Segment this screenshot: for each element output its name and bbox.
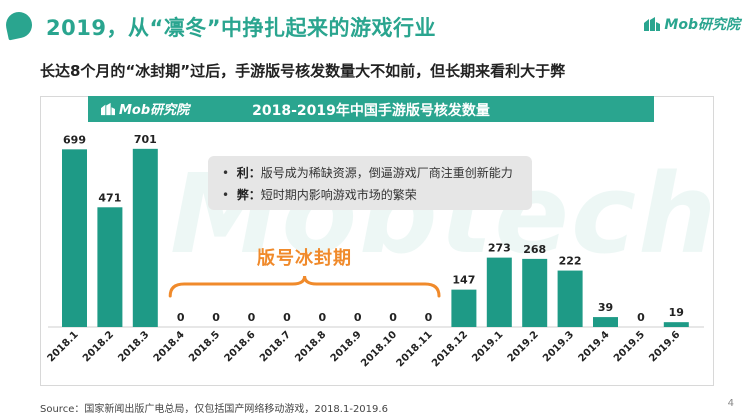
pro-term: 利： [236,166,261,180]
x-tick-label: 2018.6 [223,329,258,364]
pro-text: 版号成为稀缺资源，倒逼游戏厂商注重创新能力 [260,166,513,180]
bar [522,258,548,327]
con-term: 弊： [236,188,261,202]
x-tick-label: 2019.1 [470,329,505,364]
x-tick-label: 2019.6 [647,329,682,364]
bar [62,149,87,327]
freeze-period-brace [168,275,441,298]
data-label: 273 [488,242,511,255]
x-tick-label: 2019.3 [541,329,576,364]
bar [486,257,512,327]
chart-brand-name: Mob研究院 [119,103,190,118]
x-tick-label: 2018.1 [46,329,81,364]
x-tick-label: 2019.4 [577,329,612,364]
pro-note: • 利：版号成为稀缺资源，倒逼游戏厂商注重创新能力 [222,164,513,181]
bar [451,289,477,327]
data-label: 147 [452,274,475,287]
chart-title-bar: 2018-2019年中国手游版号核发数量 [88,96,654,122]
bar [593,317,618,327]
bar [663,322,689,327]
data-label: 0 [212,311,220,324]
freeze-period-label: 版号冰封期 [257,248,352,269]
x-tick-label: 2019.5 [612,329,647,364]
data-label: 0 [283,311,291,324]
data-label: 0 [248,311,256,324]
data-label: 222 [559,255,582,268]
page-number: 4 [727,398,734,409]
bar [132,148,158,327]
con-note: • 弊：短时期内影响游戏市场的繁荣 [222,186,417,203]
data-label: 0 [354,311,362,324]
data-label: 0 [177,311,185,324]
bullet-dot: • [222,188,237,202]
building-icon [644,17,661,31]
x-tick-label: 2018.12 [430,329,470,369]
x-tick-label: 2018.11 [395,329,435,369]
x-tick-label: 2018.8 [293,329,328,364]
data-label: 699 [63,133,86,146]
chart-brand-logo: Mob研究院 [100,99,189,118]
data-label: 471 [98,191,121,204]
chart-title: 2018-2019年中国手游版号核发数量 [252,103,490,119]
page-headline: 2019，从“凛冬”中挣扎起来的游戏行业 [46,16,437,40]
x-tick-label: 2018.9 [329,329,364,364]
page-subheadline: 长达8个月的“冰封期”过后，手游版号核发数量大不如前，但长期来看利大于弊 [40,62,566,80]
data-label: 0 [318,311,326,324]
source-note: Source：国家新闻出版广电总局，仅包括国产网络移动游戏，2018.1-201… [40,404,388,415]
x-tick-label: 2018.2 [81,329,116,364]
bar [557,270,583,327]
x-tick-label: 2018.7 [258,329,293,364]
bar [97,207,123,327]
data-label: 0 [389,311,397,324]
con-text: 短时期内影响游戏市场的繁荣 [260,188,417,202]
data-label: 19 [669,306,684,319]
x-tick-label: 2018.5 [187,329,222,364]
chart-frame [40,96,714,386]
data-label: 701 [134,133,157,146]
data-label: 268 [523,243,546,256]
brand-logo: Mob研究院 [643,14,740,34]
building-icon [101,102,115,115]
bullet-dot: • [222,166,237,180]
brand-name: Mob研究院 [664,17,740,33]
data-label: 0 [425,311,433,324]
pros-cons-box: • 利：版号成为稀缺资源，倒逼游戏厂商注重创新能力 • 弊：短时期内影响游戏市场… [208,156,532,210]
x-tick-label: 2018.3 [116,329,151,364]
x-tick-label: 2018.4 [152,329,187,364]
x-tick-label: 2019.2 [506,329,541,364]
data-label: 39 [598,301,613,314]
x-tick-label: 2018.10 [359,329,399,369]
data-label: 0 [637,311,645,324]
